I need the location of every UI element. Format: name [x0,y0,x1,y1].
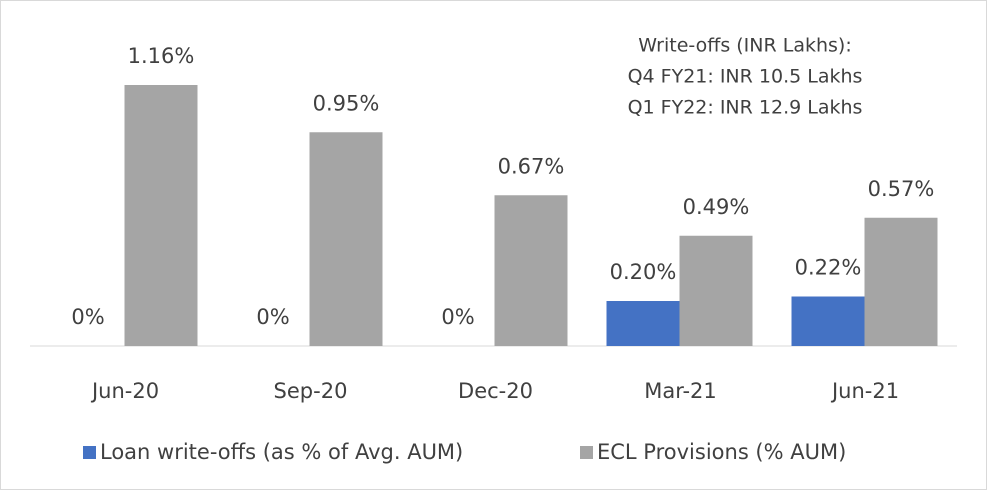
x-tick-label: Dec-20 [458,379,533,403]
legend-swatch [580,446,593,459]
data-label: 0.20% [610,260,677,284]
x-tick-label: Sep-20 [274,379,348,403]
bar [124,85,198,346]
data-label: 0.49% [683,195,750,219]
legend-swatch [83,446,96,459]
annotation: Q1 FY22: INR 12.9 Lakhs [628,97,863,119]
data-label: 0% [71,305,104,329]
data-label: 0% [256,305,289,329]
annotation: Write-offs (INR Lakhs): [638,35,851,57]
data-label: 0.57% [868,177,935,201]
legend-label: ECL Provisions (% AUM) [597,440,846,464]
bar [494,195,568,346]
data-label: 0% [441,305,474,329]
data-label: 0.95% [313,91,380,115]
x-tick-label: Mar-21 [644,379,717,403]
bar [309,132,383,346]
data-label: 0.67% [498,154,565,178]
data-label: 0.22% [795,256,862,280]
bar [791,296,865,346]
data-label: 1.16% [128,44,195,68]
x-tick-label: Jun-20 [90,379,159,403]
bar [606,301,680,346]
bar [864,217,938,346]
x-tick-label: Jun-21 [830,379,899,403]
annotation: Q4 FY21: INR 10.5 Lakhs [628,66,863,88]
bar [679,235,753,346]
legend-label: Loan write-offs (as % of Avg. AUM) [100,440,463,464]
